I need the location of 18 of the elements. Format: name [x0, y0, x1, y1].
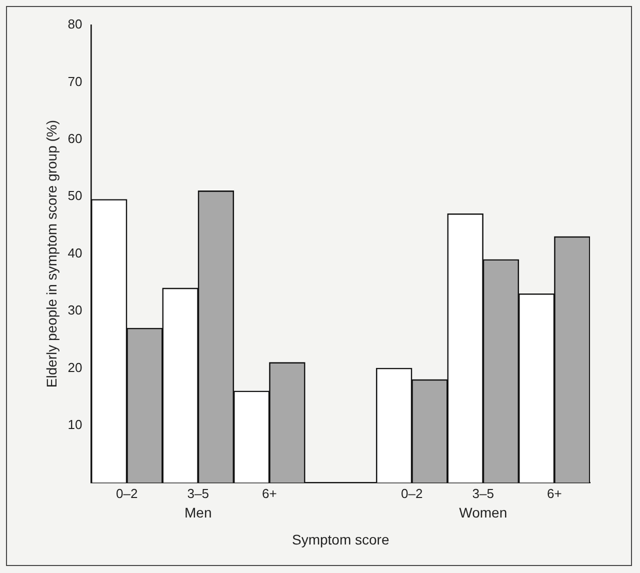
x-tick-label: 0–2: [116, 486, 138, 501]
y-tick-label: 10: [68, 416, 82, 432]
y-axis-title: Elderly people in symptom score group (%): [43, 120, 60, 388]
x-tick-label: 3–5: [472, 486, 494, 501]
text: Women: [459, 504, 508, 520]
text: Men: [184, 504, 212, 520]
x-tick-label: 3–5: [187, 486, 209, 501]
y-tick-label: 40: [68, 245, 82, 260]
y-tick-label: 60: [68, 130, 82, 146]
y-tick-label: 20: [68, 360, 82, 375]
x-tick-label: 0–2: [401, 486, 423, 501]
y-tick-label: 50: [68, 188, 82, 204]
x-tick-label: 6+: [546, 486, 562, 501]
y-tick-label: 80: [68, 16, 82, 32]
x-tick-label: 6+: [262, 486, 277, 501]
x-axis-title: Symptom score: [292, 531, 390, 548]
y-tick-label: 30: [68, 302, 82, 318]
y-tick-label: 70: [68, 74, 82, 89]
